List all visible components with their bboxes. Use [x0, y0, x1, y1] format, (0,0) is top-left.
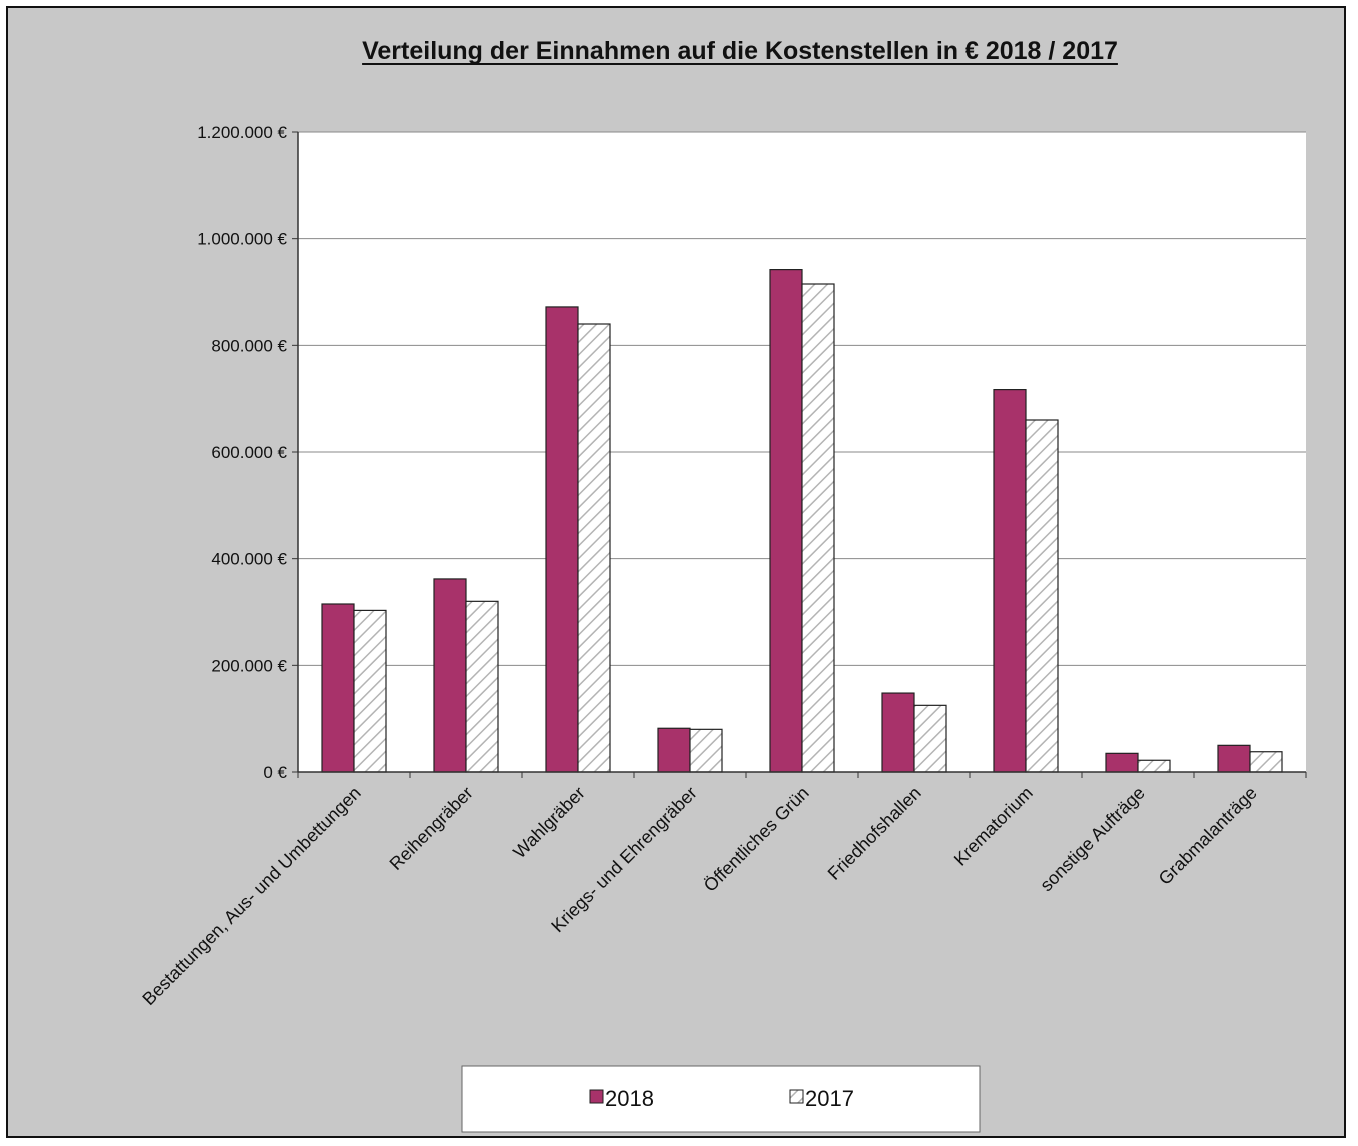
bar-2017-3 [689, 728, 723, 773]
y-tick-label: 1.000.000 € [197, 230, 287, 249]
x-category-label: Krematorium [950, 783, 1037, 870]
x-category-labels: Bestattungen, Aus- und Umbettungen Reihen… [138, 783, 1260, 1009]
bar-chart: Verteilung der Einnahmen auf die Kostens… [138, 37, 1307, 1133]
x-category-label: sonstige Aufträge [1036, 783, 1149, 896]
legend-label-2018: 2018 [605, 1086, 654, 1111]
bar-2017-1 [465, 600, 499, 773]
bar-2018-7 [1105, 752, 1139, 773]
x-category-label: Bestattungen, Aus- und Umbettungen [138, 783, 364, 1009]
bar-2018-4 [769, 269, 803, 773]
bar-2017-6 [1025, 419, 1059, 773]
bar-2017-7 [1137, 759, 1171, 773]
y-tick-label: 600.000 € [211, 443, 287, 462]
bar-2018-0 [321, 603, 355, 773]
x-category-label: Friedhofshallen [824, 783, 925, 884]
x-category-label: Wahlgräber [509, 783, 588, 862]
y-tick-label: 400.000 € [211, 550, 287, 569]
chart-frame: Verteilung der Einnahmen auf die Kostens… [6, 6, 1346, 1138]
bar-2017-2 [577, 323, 611, 773]
legend-box [461, 1065, 981, 1133]
x-category-label: Reihengräber [386, 783, 477, 874]
x-category-label: Grabmalanträge [1155, 783, 1261, 889]
axes [292, 131, 1307, 778]
bar-2017-0 [353, 609, 387, 773]
x-category-label: Öffentliches Grün [700, 783, 813, 896]
legend-swatch-2018 [589, 1089, 604, 1104]
bar-2018-2 [545, 306, 579, 773]
bar-2017-8 [1249, 751, 1283, 773]
bar-2018-8 [1217, 744, 1251, 773]
y-tick-labels: 0 € 200.000 € 400.000 € 600.000 € 800.000 € 1… [197, 123, 287, 782]
y-tick-label: 1.200.000 € [197, 123, 287, 142]
bar-2017-4 [801, 283, 835, 773]
y-tick-label: 200.000 € [211, 656, 287, 675]
y-tick-label: 800.000 € [211, 336, 287, 355]
bar-2017-5 [913, 704, 947, 773]
legend: 2018 2017 [461, 1065, 981, 1133]
bar-2018-3 [657, 727, 691, 773]
chart-title: Verteilung der Einnahmen auf die Kostens… [362, 37, 1118, 65]
bar-2018-5 [881, 692, 915, 773]
legend-label-2017: 2017 [805, 1086, 854, 1111]
bar-2018-6 [993, 389, 1027, 773]
y-tick-label: 0 € [263, 763, 287, 782]
legend-swatch-2017 [789, 1089, 804, 1104]
bar-2018-1 [433, 578, 467, 773]
